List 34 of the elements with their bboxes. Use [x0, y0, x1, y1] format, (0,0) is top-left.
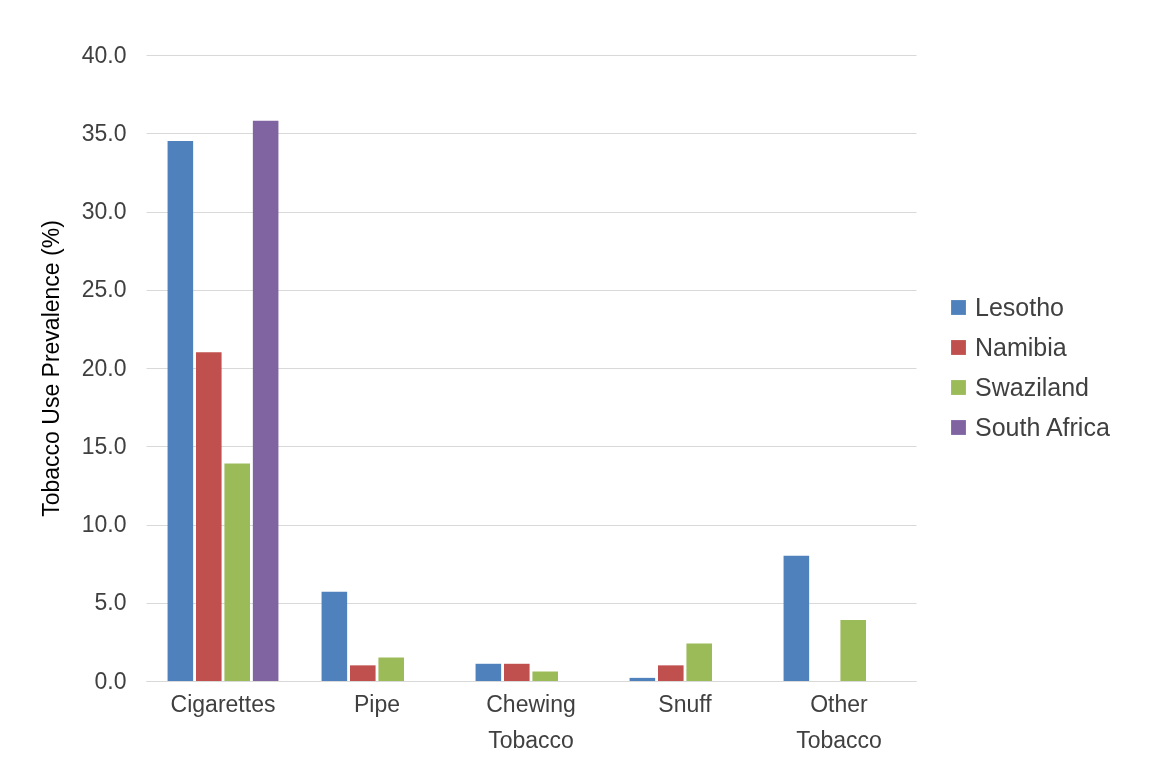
- bar: [503, 663, 530, 681]
- bar: [840, 619, 867, 681]
- bar: [629, 677, 656, 681]
- legend-label: Lesotho: [975, 292, 1064, 321]
- y-tick-label: 30.0: [81, 198, 127, 224]
- bar: [378, 657, 405, 681]
- bar: [686, 643, 713, 681]
- y-tick-label: 0.0: [94, 667, 127, 694]
- legend-label: Namibia: [975, 332, 1067, 361]
- bar: [321, 591, 348, 681]
- y-tick-label: 40.0: [81, 41, 127, 68]
- bar: [224, 463, 251, 681]
- bar: [532, 671, 559, 681]
- bar: [252, 120, 279, 681]
- y-tick-label: 25.0: [81, 276, 127, 303]
- y-tick-label: 15.0: [81, 432, 127, 459]
- bar: [657, 665, 684, 681]
- x-tick-label: Pipe: [353, 690, 401, 717]
- y-tick-label: 10.0: [81, 511, 127, 537]
- x-tick-label: Chewing Tobacco: [486, 690, 576, 753]
- bar: [195, 352, 222, 681]
- bar: [349, 665, 376, 681]
- y-tick-label: 35.0: [81, 119, 127, 146]
- y-axis-title: Tobacco Use Prevalence (%): [37, 220, 64, 517]
- legend-label: South Africa: [975, 412, 1110, 441]
- bar: [475, 663, 502, 681]
- bar: [783, 555, 810, 681]
- x-tick-label: Snuff: [658, 690, 713, 717]
- y-tick-label: 5.0: [94, 589, 127, 616]
- bar: [167, 141, 194, 681]
- y-tick-label: 20.0: [81, 354, 127, 381]
- x-tick-label: Other Tobacco: [796, 690, 882, 753]
- legend-label: Swaziland: [975, 372, 1089, 401]
- x-tick-label: Cigarettes: [170, 690, 276, 717]
